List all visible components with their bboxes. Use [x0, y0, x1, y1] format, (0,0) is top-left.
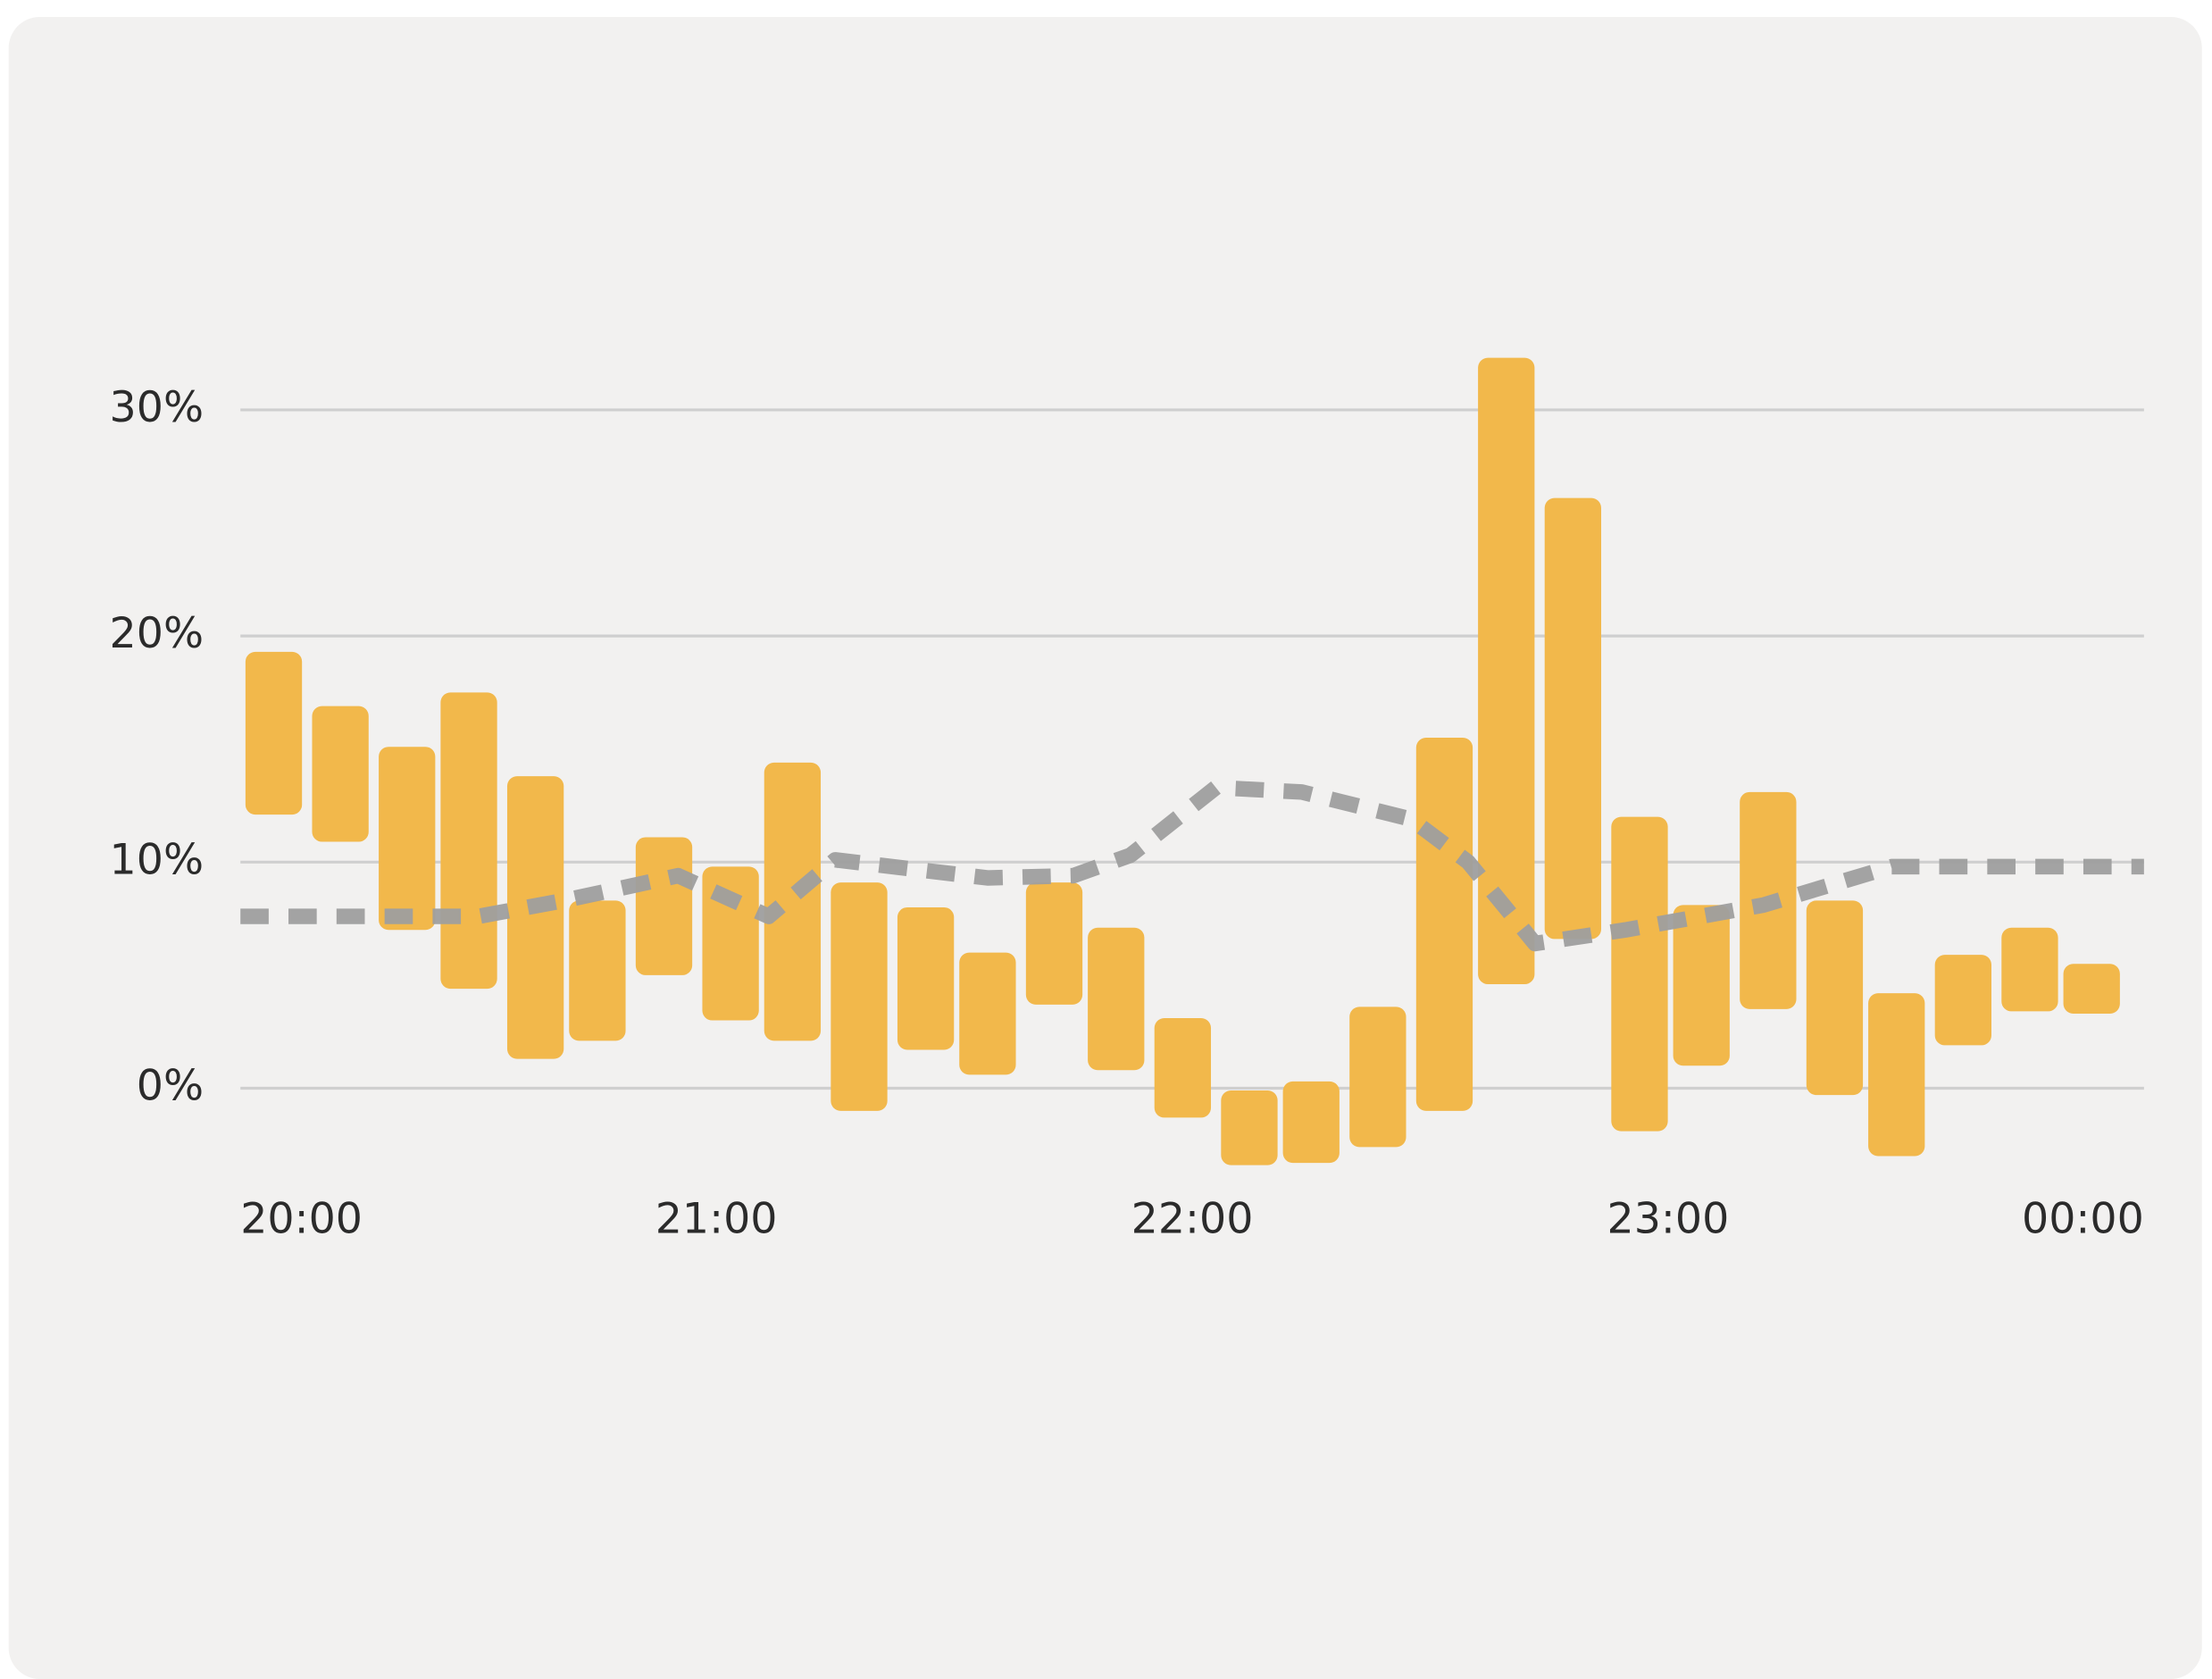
x-tick-label: 23:00 — [1607, 1194, 1730, 1243]
y-tick-label: 30% — [110, 383, 205, 432]
range-bar — [1088, 927, 1145, 1071]
x-tick-label: 21:00 — [655, 1194, 778, 1243]
range-bar — [1478, 357, 1535, 985]
trend-line — [240, 780, 2144, 952]
card — [8, 16, 2202, 1679]
range-bar — [1611, 816, 1668, 1132]
range-bar — [2063, 964, 2120, 1014]
range-bar — [506, 776, 564, 1059]
range-bar — [831, 882, 888, 1111]
y-tick-label: 0% — [137, 1062, 204, 1111]
range-bar — [1349, 1007, 1406, 1148]
range-bar — [245, 651, 303, 815]
x-tick-label: 00:00 — [2022, 1194, 2144, 1243]
range-bar — [1025, 882, 1083, 1005]
range-bar — [1544, 497, 1602, 940]
y-tick-label: 10% — [110, 835, 205, 884]
labels: 0% 10% 20% 30% 20:00 21:00 22:00 23:00 00:00 — [110, 383, 2144, 1243]
range-bar — [897, 906, 955, 1050]
range-bar — [1673, 905, 1730, 1066]
y-tick-label: 20% — [110, 609, 205, 658]
range-bar — [569, 900, 626, 1041]
range-bar — [702, 866, 759, 1021]
range-bar — [1282, 1081, 1340, 1164]
range-bar — [764, 762, 822, 1041]
range-bar — [1934, 955, 1991, 1046]
range-bar — [379, 747, 436, 931]
range-bar — [440, 692, 497, 990]
marks — [240, 357, 2144, 1165]
range-bar — [959, 952, 1016, 1075]
x-tick-label: 22:00 — [1131, 1194, 1254, 1243]
range-bar — [635, 837, 693, 975]
range-bar — [1154, 1018, 1212, 1118]
range-bar — [1806, 900, 1864, 1096]
range-bar — [1221, 1090, 1278, 1165]
range-bar — [2001, 927, 2058, 1012]
range-bar — [1868, 993, 1925, 1157]
range-bar — [1415, 738, 1473, 1111]
x-tick-label: 20:00 — [240, 1194, 363, 1243]
range-bar — [312, 706, 369, 842]
